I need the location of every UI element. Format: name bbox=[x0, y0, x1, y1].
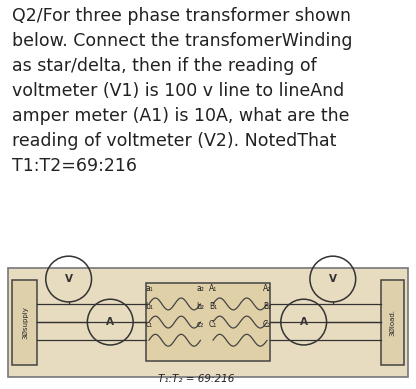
Text: 3Øsupply: 3Øsupply bbox=[22, 306, 28, 338]
Text: A: A bbox=[300, 317, 308, 327]
Text: Q2/For three phase transformer shown
below. Connect the transfomerWinding
as sta: Q2/For three phase transformer shown bel… bbox=[12, 7, 353, 175]
Bar bbox=[8, 268, 408, 377]
Bar bbox=[146, 283, 270, 361]
Text: V: V bbox=[64, 274, 73, 284]
Text: B₁: B₁ bbox=[209, 302, 217, 311]
Text: b₂: b₂ bbox=[196, 302, 205, 311]
Bar bbox=[381, 280, 404, 364]
Text: A₂: A₂ bbox=[263, 284, 271, 293]
Text: A: A bbox=[106, 317, 114, 327]
Text: a₁: a₁ bbox=[145, 284, 153, 293]
Text: A₁: A₁ bbox=[209, 284, 217, 293]
Text: 3Øload.: 3Øload. bbox=[389, 308, 395, 336]
Text: a₂: a₂ bbox=[197, 284, 204, 293]
Bar bbox=[12, 280, 37, 364]
Text: T₁:T₂ = 69:216: T₁:T₂ = 69:216 bbox=[158, 374, 235, 384]
Text: c₂: c₂ bbox=[197, 321, 204, 329]
Text: C₂: C₂ bbox=[263, 321, 271, 329]
Text: V: V bbox=[329, 274, 337, 284]
Text: c₁: c₁ bbox=[145, 321, 153, 329]
Text: C₁: C₁ bbox=[209, 321, 217, 329]
Text: B₂: B₂ bbox=[263, 302, 271, 311]
Text: b₁: b₁ bbox=[145, 302, 153, 311]
